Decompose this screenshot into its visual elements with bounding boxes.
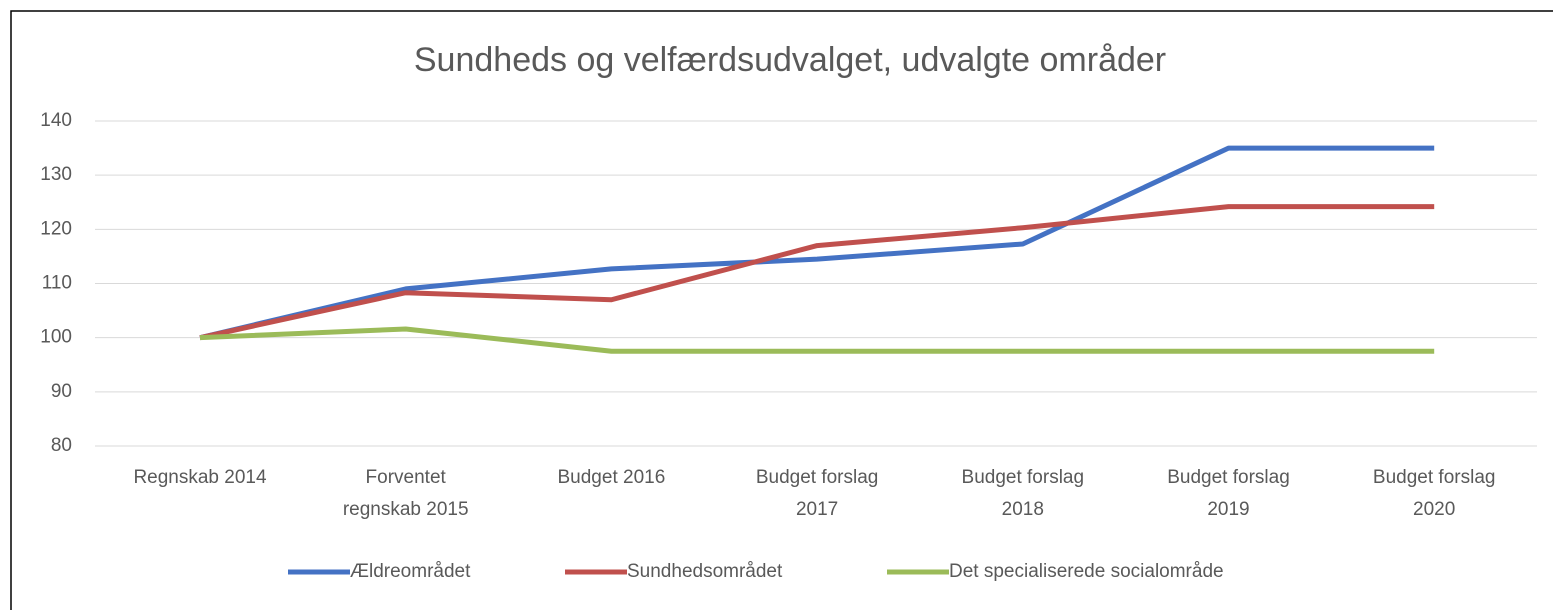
x-tick-label: Forventet regnskab 2015 (342, 467, 469, 520)
series-line (199, 145, 1435, 341)
legend-label: Det specialiserede socialområde (949, 561, 1224, 582)
chart-title: Sundheds og velfærdsudvalget, udvalgte o… (414, 41, 1166, 79)
y-tick-label: 130 (40, 164, 72, 185)
x-tick-label: Budget forslag 2020 (1372, 467, 1496, 520)
chart-border (10, 10, 1553, 610)
y-tick-label: 90 (51, 381, 72, 402)
y-tick-label: 120 (40, 218, 72, 239)
x-tick-label: Budget forslag 2018 (961, 467, 1085, 520)
y-tick-label: 140 (40, 110, 72, 131)
y-tick-label: 80 (51, 435, 72, 456)
y-tick-label: 100 (40, 327, 72, 348)
legend-label: Ældreområdet (350, 561, 471, 582)
x-tick-label: Regnskab 2014 (133, 467, 267, 488)
x-tick-label: Budget forslag 2017 (755, 467, 879, 520)
y-tick-label: 110 (42, 273, 72, 294)
series-line (199, 204, 1435, 341)
series-line (199, 326, 1435, 354)
x-tick-label: Budget forslag 2019 (1167, 467, 1290, 520)
legend-label: Sundhedsområdet (627, 561, 783, 582)
x-tick-label: Budget 2016 (557, 467, 666, 488)
